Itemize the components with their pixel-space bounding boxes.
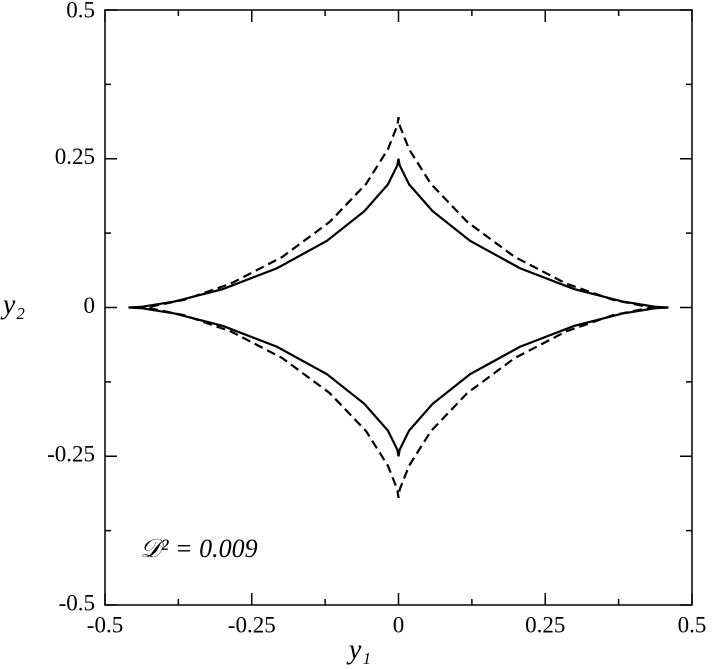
x-tick-label: 0 [393, 612, 405, 637]
curve [140, 116, 657, 499]
annotation: 𝒟² = 0.009 [140, 534, 258, 563]
x-tick-label: -0.5 [87, 612, 123, 637]
x-tick-label: -0.25 [228, 612, 276, 637]
y-tick-label: 0.5 [66, 0, 95, 22]
x-tick-label: 0.5 [678, 612, 707, 637]
x-axis-label: y₁ [346, 634, 371, 665]
y-tick-label: -0.5 [59, 590, 95, 615]
curve [128, 158, 669, 457]
x-tick-label: 0.25 [525, 612, 565, 637]
y-tick-label: 0.25 [55, 144, 95, 169]
y-tick-label: -0.25 [47, 442, 95, 467]
y-tick-label: 0 [84, 293, 96, 318]
plot-frame [104, 9, 693, 606]
y-axis-label: y₂ [0, 289, 25, 320]
